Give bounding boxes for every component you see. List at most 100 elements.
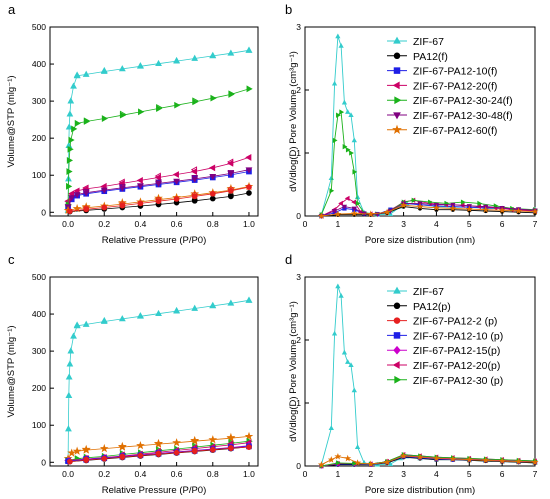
adsorption-point xyxy=(227,49,235,56)
legend-label: ZIF-67-PA12-20(p) xyxy=(413,360,500,372)
y-axis-label: Volume@STP (mlg⁻¹) xyxy=(6,325,17,417)
legend-marker xyxy=(393,36,401,44)
y-tick-label: 1 xyxy=(296,148,301,158)
data-point xyxy=(354,444,361,449)
x-tick-label: 0.4 xyxy=(135,219,147,229)
adsorption-point xyxy=(209,190,216,197)
data-point xyxy=(344,195,350,201)
y-tick-label: 0 xyxy=(296,461,301,471)
y-tick-label: 300 xyxy=(32,346,46,356)
data-point xyxy=(345,147,351,153)
x-axis-label: Pore size distribution (nm) xyxy=(365,235,475,246)
data-point xyxy=(331,209,338,214)
series-8 xyxy=(317,452,539,468)
data-point xyxy=(428,199,433,205)
x-tick-label: 0 xyxy=(303,219,308,229)
legend-item: ZIF-67-PA12-30-48(f) xyxy=(387,110,513,122)
data-point xyxy=(416,453,424,461)
data-point xyxy=(342,144,348,150)
data-point xyxy=(348,362,354,368)
legend-marker xyxy=(394,96,402,105)
y-axis-label: Volume@STP (mlg⁻¹) xyxy=(6,75,17,167)
panel-c: c 0.0 0.2 0.4 0.6 0.8 1.0 0 100 200 300 400 500 Relat… xyxy=(6,252,259,496)
adsorption-point xyxy=(65,123,73,130)
plot-frame xyxy=(49,26,259,217)
x-tick-label: 1.0 xyxy=(243,469,255,479)
desorption-point xyxy=(228,90,235,98)
desorption-point xyxy=(226,432,236,442)
desorption-point xyxy=(83,456,90,463)
legend-marker xyxy=(393,345,401,355)
data-point xyxy=(328,425,334,431)
desorption-point xyxy=(119,110,127,118)
series-line xyxy=(321,206,536,217)
legend-marker xyxy=(393,317,401,324)
legend-label: ZIF-67-PA12-30-48(f) xyxy=(413,110,513,122)
data-point xyxy=(355,200,361,207)
legend-item: ZIF-67 xyxy=(387,286,444,298)
legend-item: ZIF-67-PA12-60(f) xyxy=(387,124,497,137)
y-axis-label: dV/dlog(D) Pore Volume (cm³g⁻¹) xyxy=(288,301,299,442)
legend-item: ZIF-67-PA12-30-24(f) xyxy=(387,95,513,107)
legend-item: ZIF-67-PA12-10 (p) xyxy=(387,330,503,342)
data-point xyxy=(531,207,539,215)
y-tick-label: 2 xyxy=(296,85,301,95)
series-line xyxy=(321,202,536,217)
data-point xyxy=(335,33,341,39)
legend-item: ZIF-67 xyxy=(387,36,444,48)
data-point xyxy=(498,206,506,214)
adsorption-line xyxy=(67,49,250,211)
adsorption-point xyxy=(137,200,144,207)
adsorption-point xyxy=(68,136,75,144)
x-tick-label: 0.2 xyxy=(98,469,110,479)
x-tick-label: 7 xyxy=(533,469,538,479)
adsorption-point xyxy=(155,59,162,67)
desorption-point xyxy=(137,62,144,69)
y-tick-label: 500 xyxy=(32,22,46,32)
adsorption-point xyxy=(67,97,75,104)
legend-label: ZIF-67-PA12-60(f) xyxy=(413,125,497,137)
adsorption-point xyxy=(137,452,144,459)
desorption-point xyxy=(191,192,198,198)
adsorption-point xyxy=(66,157,74,164)
legend-label: ZIF-67-PA12-10 (p) xyxy=(413,330,503,342)
legend-marker xyxy=(394,375,402,384)
x-axis-label: Pore size distribution (nm) xyxy=(365,485,475,496)
adsorption-point xyxy=(246,85,253,93)
adsorption-point xyxy=(65,391,73,398)
legend-item: ZIF-67-PA12-30 (p) xyxy=(387,375,503,387)
desorption-point xyxy=(245,46,253,53)
data-point xyxy=(400,201,408,209)
series-line xyxy=(321,455,536,466)
panel-letter: d xyxy=(285,252,292,267)
data-point xyxy=(531,458,539,466)
legend-label: ZIF-67-PA12-2 (p) xyxy=(413,316,497,328)
data-point xyxy=(317,461,325,468)
data-point xyxy=(432,454,440,462)
adsorption-point xyxy=(67,458,73,465)
data-point xyxy=(354,194,361,199)
y-tick-label: 500 xyxy=(32,272,46,282)
desorption-point xyxy=(156,104,163,111)
series-8 xyxy=(67,444,252,465)
desorption-point xyxy=(119,453,126,460)
series-6 xyxy=(64,167,253,211)
desorption-point xyxy=(73,71,81,78)
legend-label: ZIF-67-PA12-20(f) xyxy=(413,80,497,92)
desorption-point xyxy=(209,51,217,58)
data-point xyxy=(335,283,341,289)
data-point xyxy=(331,80,338,86)
x-axis-label: Relative Pressure (P/P0) xyxy=(102,235,207,246)
adsorption-point xyxy=(208,435,218,444)
x-tick-label: 0.2 xyxy=(98,219,110,229)
adsorption-point xyxy=(82,320,90,327)
adsorption-point xyxy=(138,108,145,116)
desorption-point xyxy=(154,172,161,180)
desorption-point xyxy=(190,435,200,445)
y-tick-label: 1 xyxy=(296,398,301,408)
legend-label: ZIF-67 xyxy=(413,286,444,298)
legend-marker xyxy=(393,112,401,120)
adsorption-point xyxy=(245,154,252,161)
desorption-point xyxy=(118,441,127,451)
y-tick-label: 0 xyxy=(41,207,46,217)
